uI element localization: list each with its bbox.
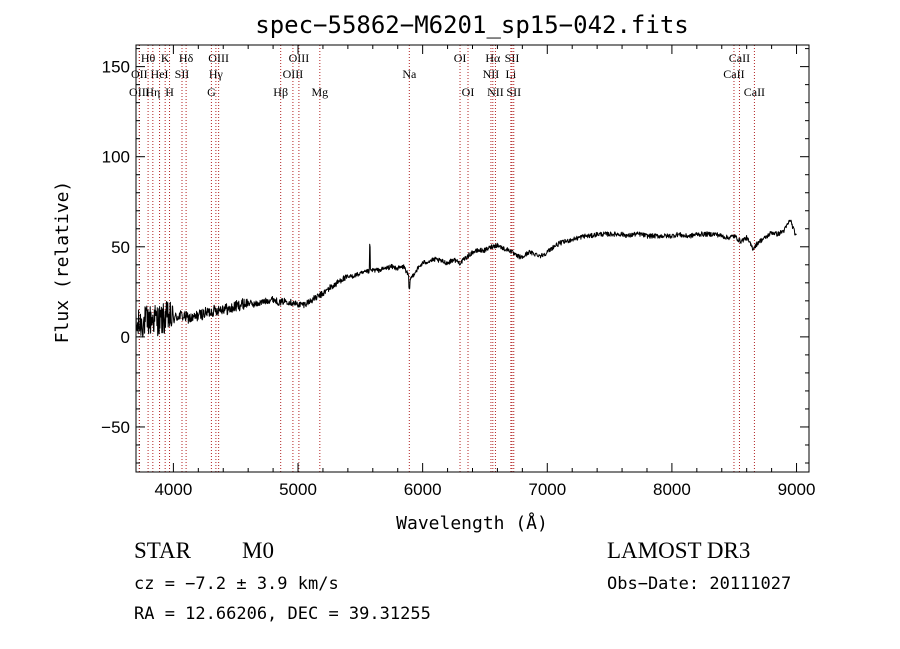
x-tick-label: 6000	[404, 480, 442, 499]
line-marker-label: Li	[506, 67, 517, 81]
line-marker-label: SII	[505, 51, 520, 65]
line-marker-label: OIII	[289, 51, 310, 65]
y-tick-label: 0	[121, 328, 130, 347]
observation-date: Obs−Date: 20111027	[607, 574, 792, 594]
line-marker-label: HeI	[151, 67, 169, 81]
x-axis-label: Wavelength (Å)	[396, 512, 548, 534]
axis-ticks: 4000 5000 6000 7000 8000 9000 −50 0 50 100 150	[101, 45, 815, 499]
x-tick-label: 7000	[528, 480, 566, 499]
spectrum-series	[135, 219, 797, 338]
y-axis-label: Flux (relative)	[52, 181, 73, 344]
y-tick-label: 100	[102, 148, 130, 167]
line-marker-label: Na	[402, 67, 417, 81]
line-marker-label: SII	[506, 85, 521, 99]
redshift-velocity: cz = −7.2 ± 3.9 km/s	[134, 574, 339, 594]
line-marker-label: OI	[462, 85, 475, 99]
plot-frame	[135, 44, 810, 473]
y-tick-label: 150	[102, 58, 130, 77]
line-marker-label: H	[165, 85, 174, 99]
chart-title: spec−55862−M6201_sp15−042.fits	[255, 11, 688, 39]
line-marker-label: Hβ	[273, 85, 288, 99]
x-tick-label: 4000	[154, 480, 192, 499]
line-marker-label: OIII	[283, 67, 304, 81]
x-tick-label: 5000	[279, 480, 317, 499]
line-marker-label: OIII	[208, 51, 229, 65]
line-marker-label: Hα	[485, 51, 501, 65]
line-marker-label: NII	[483, 67, 500, 81]
line-marker-label: CaII	[723, 67, 744, 81]
line-marker-label: OII	[131, 67, 148, 81]
y-tick-label: −50	[101, 418, 130, 437]
object-subclass: M0	[242, 538, 274, 563]
survey-name: LAMOST DR3	[607, 538, 751, 563]
line-marker-label: K	[161, 51, 170, 65]
line-marker-label: OI	[454, 51, 467, 65]
line-marker-label: Hθ	[141, 51, 156, 65]
line-marker-label: Hγ	[209, 67, 224, 81]
line-marker-label: OIII	[129, 85, 150, 99]
line-marker-label: Hδ	[179, 51, 194, 65]
line-marker-label: G	[207, 85, 216, 99]
line-marker-label: Mg	[311, 85, 328, 99]
line-marker-label: CaII	[729, 51, 750, 65]
x-tick-label: 8000	[653, 480, 691, 499]
line-marker-label: Hη	[145, 85, 160, 99]
coordinates: RA = 12.66206, DEC = 39.31255	[134, 604, 431, 624]
line-marker-label: SII	[175, 67, 190, 81]
object-class: STAR	[134, 538, 191, 563]
spectrum-line	[135, 219, 797, 338]
line-marker-label: NII	[487, 85, 504, 99]
y-tick-label: 50	[111, 238, 130, 257]
line-marker-label: CaII	[744, 85, 765, 99]
x-tick-label: 9000	[778, 480, 816, 499]
